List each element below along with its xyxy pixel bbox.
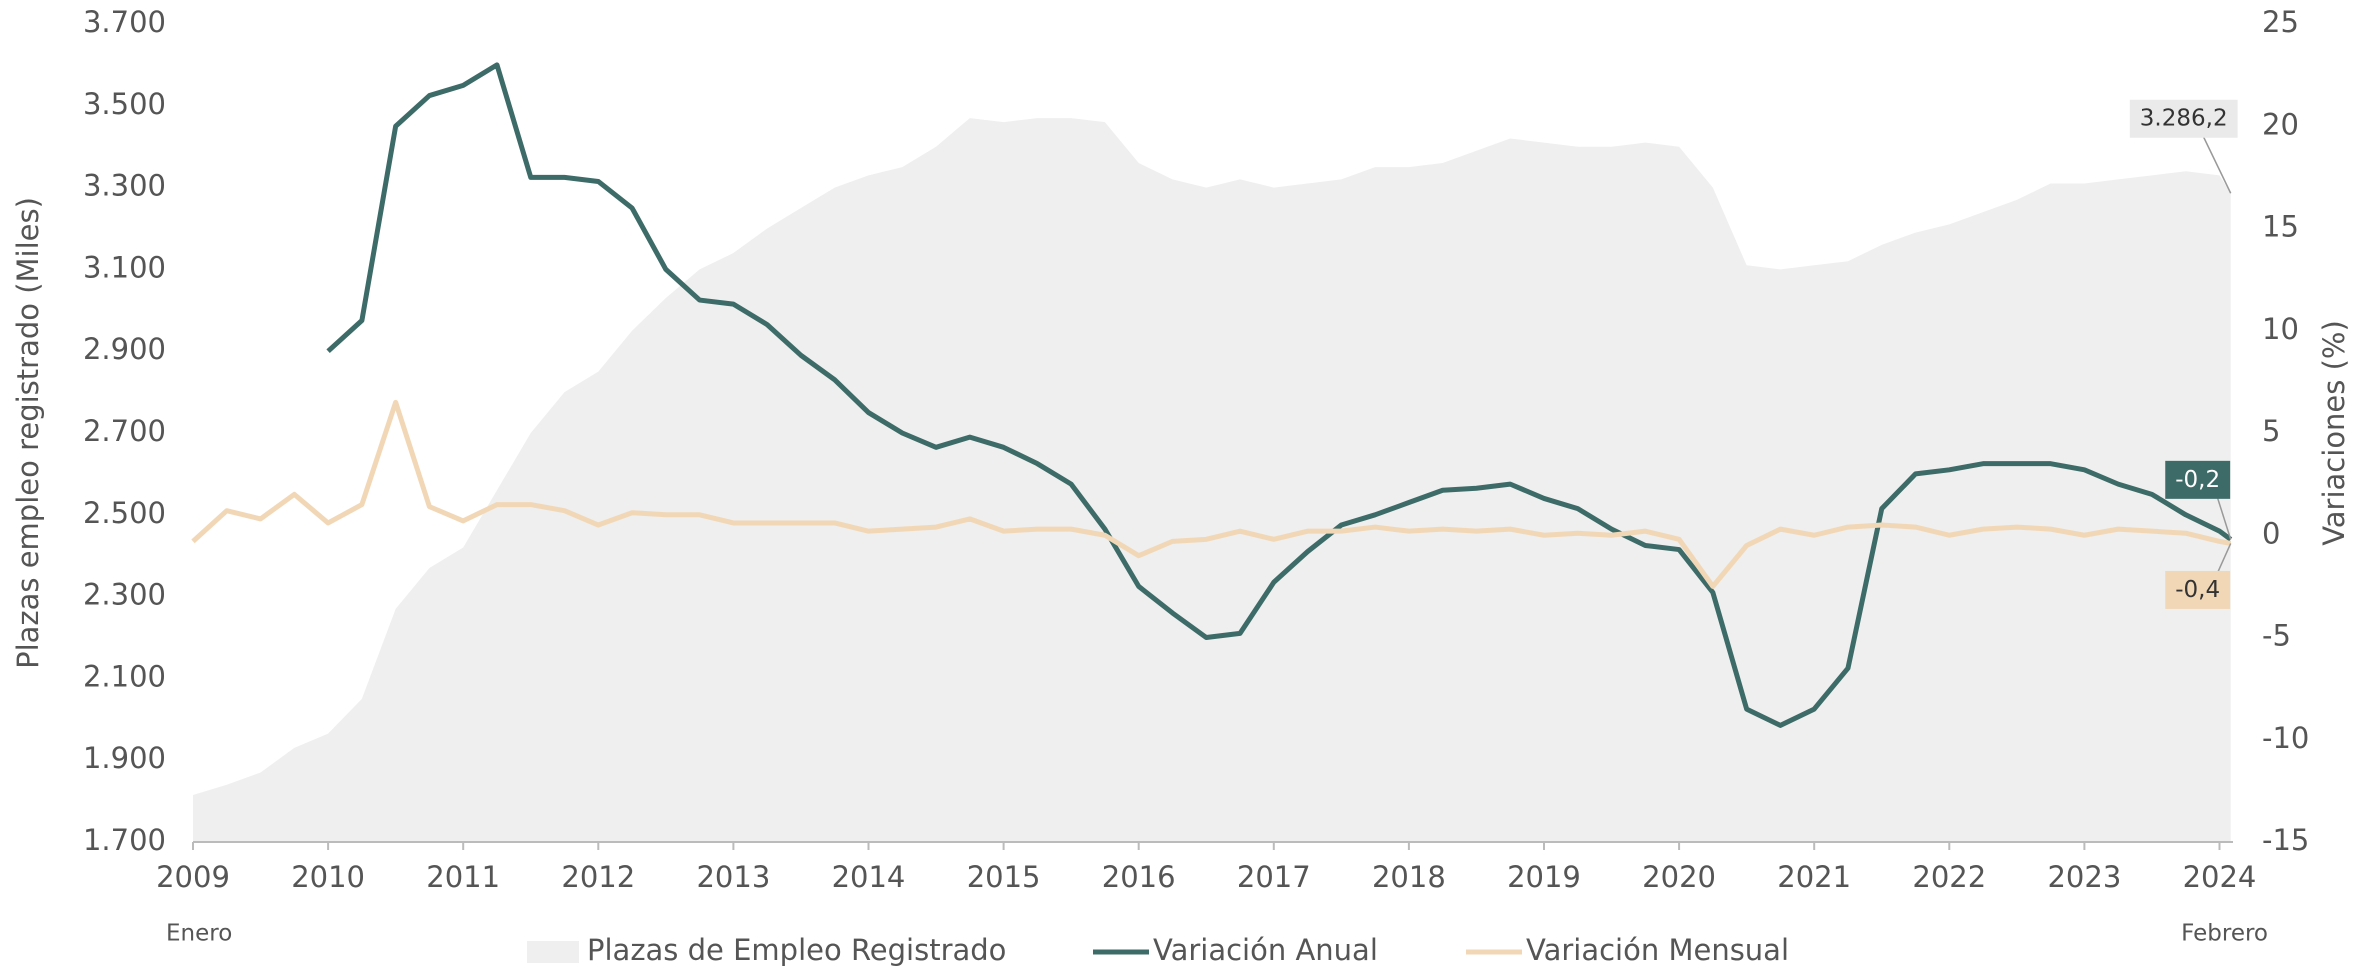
- y-tick-label: 3.100: [83, 250, 166, 284]
- x-tick-label: 2012: [561, 860, 635, 894]
- y2-tick-label: -15: [2262, 823, 2309, 857]
- y2-tick-label: 10: [2262, 312, 2299, 346]
- y-tick-label: 3.300: [83, 169, 166, 203]
- x-tick-label: 2015: [967, 860, 1041, 894]
- y2-tick-label: -10: [2262, 721, 2309, 755]
- y-tick-label: 1.700: [83, 823, 166, 857]
- x-start-note: Enero: [166, 921, 232, 947]
- y-axis-label: Plazas empleo registrado (Miles): [11, 197, 45, 669]
- value-label: -0,2: [2175, 467, 2220, 493]
- x-tick-label: 2024: [2183, 860, 2257, 894]
- y2-tick-label: 20: [2262, 107, 2299, 141]
- x-tick-label: 2018: [1372, 860, 1446, 894]
- label-leader: [2217, 543, 2232, 573]
- label-leader: [2203, 136, 2232, 194]
- x-tick-label: 2017: [1237, 860, 1311, 894]
- y-tick-label: 2.500: [83, 496, 166, 530]
- area-layer: [193, 118, 2231, 842]
- x-tick-label: 2021: [1777, 860, 1851, 894]
- y2-tick-label: 15: [2262, 210, 2299, 244]
- x-tick-label: 2009: [156, 860, 230, 894]
- legend-swatch: [527, 941, 579, 963]
- legend-label: Variación Anual: [1153, 933, 1378, 967]
- legend-label: Plazas de Empleo Registrado: [587, 933, 1006, 967]
- y2-tick-label: 25: [2262, 5, 2299, 39]
- y2-tick-label: -5: [2262, 619, 2291, 653]
- x-tick-label: 2016: [1102, 860, 1176, 894]
- y2-tick-label: 0: [2262, 516, 2280, 550]
- y-tick-label: 3.700: [83, 5, 166, 39]
- y-tick-label: 2.700: [83, 414, 166, 448]
- line: [326, 62, 2233, 728]
- legend-label: Variación Mensual: [1526, 933, 1789, 967]
- value-label: -0,4: [2175, 577, 2220, 603]
- y-tick-label: 1.900: [83, 741, 166, 775]
- x-tick-label: 2014: [832, 860, 906, 894]
- x-tick-label: 2022: [1912, 860, 1986, 894]
- label-leader: [2216, 498, 2232, 540]
- line-layer: [191, 62, 2233, 728]
- x-tick-label: 2019: [1507, 860, 1581, 894]
- x-tick-label: 2013: [696, 860, 770, 894]
- x-tick-label: 2020: [1642, 860, 1716, 894]
- y-tick-label: 3.500: [83, 87, 166, 121]
- y-tick-label: 2.100: [83, 659, 166, 693]
- x-tick-label: 2011: [426, 860, 500, 894]
- x-tick-label: 2010: [291, 860, 365, 894]
- y2-tick-label: 5: [2262, 414, 2280, 448]
- y-tick-label: 2.900: [83, 332, 166, 366]
- y2-axis-label: Variaciones (%): [2317, 320, 2351, 546]
- x-end-note: Febrero: [2181, 921, 2268, 947]
- x-tick-label: 2023: [2047, 860, 2121, 894]
- value-label-box: [2165, 570, 2231, 609]
- value-label-box: [2165, 460, 2231, 499]
- area: [193, 118, 2231, 842]
- line: [191, 399, 2232, 589]
- y-tick-label: 2.300: [83, 578, 166, 612]
- value-label-box: [2129, 99, 2238, 138]
- value-label: 3.286,2: [2140, 106, 2228, 132]
